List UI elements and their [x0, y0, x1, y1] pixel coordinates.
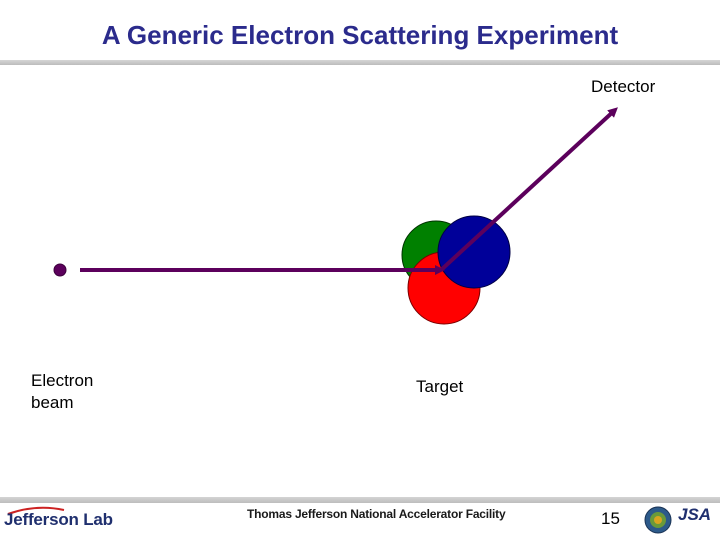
electron-beam-label: Electron beam [31, 371, 94, 412]
doe-seal-icon [644, 506, 672, 534]
jefferson-lab-swoosh-icon [7, 506, 65, 515]
scattered-electron-arrow [439, 107, 618, 272]
page-number: 15 [601, 509, 620, 528]
slide-title: A Generic Electron Scattering Experiment [101, 20, 619, 50]
electron-source-dot [53, 263, 67, 277]
nucleon-blue [437, 215, 511, 289]
jsa-logo: JSA [678, 505, 712, 524]
target-label: Target [416, 377, 464, 396]
detector-label: Detector [591, 77, 656, 96]
title-divider [0, 60, 720, 65]
facility-name: Thomas Jefferson National Accelerator Fa… [247, 507, 506, 521]
jefferson-lab-logo: Jefferson Lab [4, 510, 113, 529]
footer-divider [0, 497, 720, 503]
